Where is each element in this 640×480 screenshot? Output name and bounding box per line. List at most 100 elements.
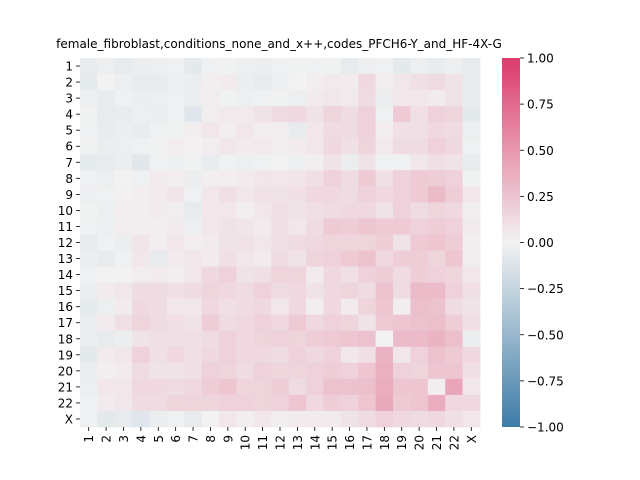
heatmap-cell	[340, 138, 359, 155]
heatmap-cell	[462, 186, 481, 203]
heatmap-cell	[340, 106, 359, 123]
heatmap-cell	[306, 186, 324, 203]
heatmap-cell	[97, 282, 116, 300]
heatmap-cell	[427, 170, 446, 187]
heatmap-cell	[288, 250, 307, 267]
heatmap-cell	[462, 58, 481, 75]
heatmap-cell	[306, 362, 324, 380]
heatmap-cell	[149, 90, 168, 107]
heatmap-cell	[219, 282, 237, 300]
heatmap-cell	[149, 330, 168, 348]
col-tick-label: 14	[308, 435, 322, 450]
heatmap-cell	[375, 394, 394, 412]
heatmap-cell	[445, 170, 464, 187]
heatmap-cell	[97, 394, 116, 412]
heatmap-cell	[132, 234, 150, 251]
heatmap-cell	[271, 186, 290, 203]
row-tick-label: 2	[65, 76, 73, 90]
heatmap-cell	[80, 106, 98, 123]
heatmap-cell	[271, 410, 290, 428]
heatmap-cell	[132, 250, 150, 267]
heatmap-cell	[375, 138, 394, 155]
heatmap-cell	[236, 330, 255, 348]
heatmap-cell	[219, 202, 237, 219]
heatmap-cell	[340, 74, 359, 91]
heatmap-cell	[236, 378, 255, 396]
heatmap-cell	[271, 282, 290, 300]
heatmap-cell	[271, 154, 290, 171]
heatmap-cell	[236, 218, 255, 235]
heatmap-cell	[201, 202, 220, 219]
heatmap-cell	[97, 346, 116, 364]
heatmap-cell	[271, 298, 290, 316]
heatmap-cell	[445, 138, 464, 155]
heatmap-cell	[427, 394, 446, 412]
heatmap-cell	[219, 250, 237, 267]
heatmap-cell	[149, 266, 168, 284]
heatmap-cell	[288, 154, 307, 171]
heatmap-cell	[132, 138, 150, 155]
heatmap-cell	[323, 314, 342, 332]
heatmap-cell	[306, 378, 324, 396]
heatmap-cell	[253, 330, 272, 348]
heatmap-cell	[271, 266, 290, 284]
heatmap-cell	[219, 314, 237, 332]
heatmap-cell	[410, 202, 429, 219]
heatmap-cell	[288, 106, 307, 123]
heatmap-cell	[201, 330, 220, 348]
heatmap-cell	[323, 266, 342, 284]
heatmap-cell	[271, 90, 290, 107]
row-tick-label: 14	[58, 268, 73, 282]
heatmap-cell	[132, 378, 150, 396]
heatmap-cell	[219, 186, 237, 203]
heatmap-cell	[358, 346, 377, 364]
heatmap-cell	[375, 106, 394, 123]
heatmap-cell	[340, 330, 359, 348]
heatmap-cell	[201, 250, 220, 267]
heatmap-cell	[306, 122, 324, 139]
heatmap-cell	[410, 394, 429, 412]
heatmap-cell	[114, 346, 133, 364]
colorbar-tick-labels: −1.00 −0.75 −0.50 −0.25 0.00 0.25 0.50 0.75 1.00	[520, 52, 564, 435]
heatmap-cell	[253, 154, 272, 171]
heatmap-cell	[184, 170, 203, 187]
heatmap-cell	[462, 90, 481, 107]
heatmap-cell	[410, 250, 429, 267]
heatmap-cell	[271, 58, 290, 75]
heatmap-cell	[340, 186, 359, 203]
heatmap-cell	[358, 218, 377, 235]
heatmap-cell	[271, 138, 290, 155]
heatmap-cell	[323, 122, 342, 139]
heatmap-cell	[97, 122, 116, 139]
heatmap-cell	[375, 250, 394, 267]
heatmap-cell	[410, 58, 429, 75]
heatmap-cell	[271, 330, 290, 348]
heatmap-cell	[410, 74, 429, 91]
heatmap-cell	[80, 346, 98, 364]
heatmap-cell	[410, 186, 429, 203]
heatmap-cell	[410, 218, 429, 235]
heatmap-cell	[166, 218, 185, 235]
heatmap-cell	[375, 218, 394, 235]
heatmap-cell	[393, 122, 411, 139]
heatmap-cell	[306, 74, 324, 91]
heatmap-cell	[323, 298, 342, 316]
heatmap-cell	[288, 346, 307, 364]
heatmap-cell	[97, 410, 116, 428]
heatmap-cell	[375, 362, 394, 380]
heatmap-cell	[80, 378, 98, 396]
heatmap-cell	[201, 138, 220, 155]
heatmap-cell	[80, 186, 98, 203]
heatmap-cell	[253, 74, 272, 91]
col-tick-label: 11	[256, 435, 270, 450]
heatmap-cell	[323, 282, 342, 300]
heatmap-cell	[427, 106, 446, 123]
heatmap-cell	[358, 234, 377, 251]
heatmap-cell	[236, 154, 255, 171]
row-tick-label: 15	[58, 284, 73, 298]
heatmap-cell	[166, 362, 185, 380]
heatmap-cell	[393, 58, 411, 75]
heatmap-cell	[184, 378, 203, 396]
heatmap-cell	[236, 282, 255, 300]
heatmap-cell	[184, 394, 203, 412]
